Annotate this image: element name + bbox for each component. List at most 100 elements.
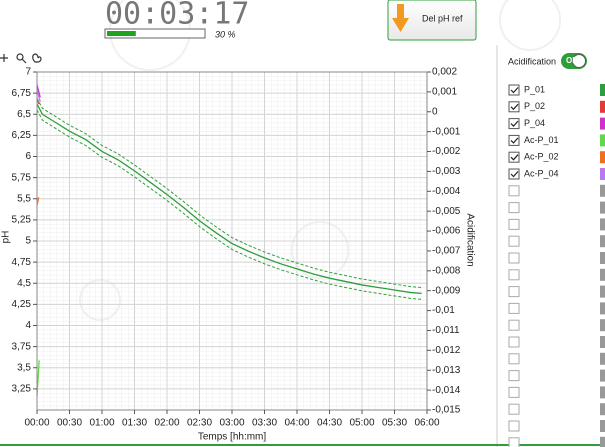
legend-label: Ac-P_04 [524,168,559,178]
y2-tick-label: 0,001 [432,87,457,98]
checkmark [510,171,519,178]
x-tick-label: 01:00 [89,418,114,429]
legend-color [600,218,605,231]
y2-tick-label: -0,004 [432,186,461,197]
legend-color [600,386,605,399]
del-ph-ref-button[interactable]: Del pH ref [387,0,477,41]
checkbox[interactable] [508,84,520,96]
x-tick-label: 00:30 [57,418,82,429]
checkbox[interactable] [508,370,520,382]
checkbox[interactable] [508,168,520,180]
x-tick-label: 03:00 [219,418,244,429]
y-tick-label: 6,25 [12,130,32,141]
timer: 00:03:17 [105,0,250,32]
y-tick-label: 4,75 [12,257,32,268]
band-line [36,109,422,300]
button-frame[interactable] [387,0,477,41]
checkbox[interactable] [508,185,520,197]
y-tick-label: 7 [25,67,31,78]
plot [36,71,428,410]
y2-tick-label: -0,011 [432,325,460,336]
x-tick-label: 01:30 [122,418,147,429]
y-tick-label: 6,5 [17,109,31,120]
x-tick-label: 03:30 [252,418,277,429]
y2-tick-label: -0,006 [432,226,461,237]
legend-color [600,184,605,197]
legend-label: P_02 [524,101,545,111]
legend-color [600,201,605,214]
y2-tick-label: -0,015 [432,405,461,416]
x-tick-label: 05:00 [349,418,374,429]
checkbox[interactable] [508,218,520,230]
checkbox[interactable] [508,437,520,447]
checkbox[interactable] [508,101,520,113]
y-tick-label: 4,5 [17,278,31,289]
toggle-label: Acidification [508,56,556,66]
checkbox[interactable] [508,151,520,163]
y2-tick-label: -0,002 [432,146,461,157]
checkbox[interactable] [508,420,520,432]
checkbox[interactable] [508,118,520,130]
checkbox[interactable] [508,235,520,247]
checkmark [510,103,519,111]
toggle-knob[interactable] [572,54,586,68]
y2-tick-label: -0,008 [432,265,461,276]
legend-color [600,117,605,130]
legend-color [600,336,605,348]
legend-color [600,420,605,432]
legend-color [600,168,605,180]
legend-label: P_04 [524,118,545,128]
checkbox[interactable] [508,386,520,398]
zoom-tool[interactable] [16,53,24,61]
progress-track [104,28,206,39]
checkbox[interactable] [508,252,520,264]
legend-color [600,235,605,248]
y-tick-label: 3,5 [17,362,31,373]
checkbox[interactable] [508,353,520,365]
series-line [36,89,41,102]
progress-fill [107,31,136,36]
checkbox[interactable] [508,134,520,146]
legend-color [600,268,605,281]
legend-label: P_01 [524,84,545,94]
y-tick-label: 5,5 [17,193,31,204]
x-axis-title: Temps [hh:mm] [198,432,267,443]
checkbox[interactable] [508,403,520,415]
checkbox[interactable] [508,286,520,298]
y-tick-label: 6 [25,151,31,162]
y2-tick-label: 0,002 [432,67,457,78]
y2-tick-label: -0,01 [432,305,455,316]
legend-color [600,436,605,447]
x-tick-label: 05:30 [382,418,407,429]
x-tick-label: 04:30 [317,418,342,429]
y-tick-label: 5,25 [12,215,32,226]
button-label[interactable]: Del pH ref [422,13,463,23]
hand-tool[interactable] [32,53,42,63]
y2-tick-label: -0,005 [432,206,461,217]
acidification-toggle[interactable]: ON [561,53,587,69]
legend-color [600,252,605,264]
y2-axis-title: Acidification [464,213,475,266]
y-tick-label: 5,75 [12,172,32,183]
y-axis-title: pH [1,231,12,244]
x-tick-label: 00:00 [24,418,49,429]
y2-tick-label: -0,014 [432,385,461,396]
legend-color [600,100,605,113]
checkbox[interactable] [508,269,520,281]
x-tick-label: 02:00 [154,418,179,429]
checkbox[interactable] [508,302,520,314]
series-line [36,84,41,98]
legend-color [600,369,605,382]
legend-label: Ac-P_01 [524,135,559,145]
y-tick-label: 4,25 [12,299,32,310]
legend-color [600,134,605,147]
checkbox[interactable] [508,319,520,331]
legend-label: Ac-P_02 [524,152,559,162]
y-tick-label: 3,25 [12,384,32,395]
y2-tick-label: -0,009 [432,285,461,296]
checkbox[interactable] [508,202,520,214]
legend-color [600,403,605,416]
checkbox[interactable] [508,336,520,348]
pan-tool[interactable] [0,54,8,62]
legend-color [600,285,605,298]
